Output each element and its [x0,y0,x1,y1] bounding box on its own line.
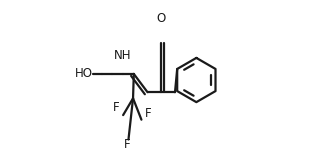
Text: HO: HO [74,67,93,80]
Text: NH: NH [114,49,132,62]
Text: F: F [124,138,131,151]
Text: F: F [113,101,119,114]
Text: F: F [145,107,152,120]
Text: O: O [157,12,166,25]
